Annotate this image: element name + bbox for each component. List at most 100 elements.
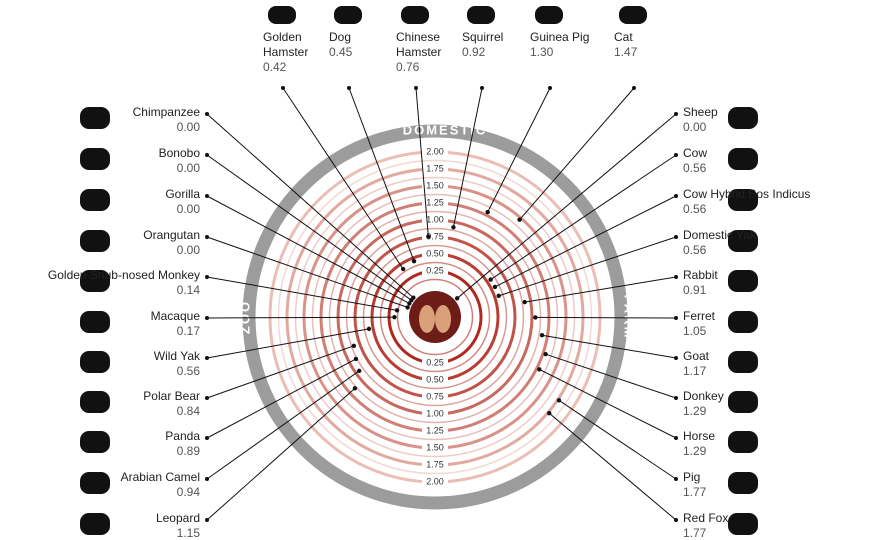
anchor-dot bbox=[205, 396, 209, 400]
tick-label-bg bbox=[422, 197, 448, 209]
animal-label: Guinea Pig 1.30 bbox=[530, 30, 594, 60]
leader-line bbox=[519, 87, 635, 220]
value-dot bbox=[426, 234, 431, 239]
animal-icon bbox=[728, 431, 758, 453]
value-dot bbox=[405, 305, 410, 310]
animal-name: Chimpanzee bbox=[132, 105, 200, 119]
value-label: 0.00 bbox=[176, 120, 200, 134]
animal-label: Sheep 0.00 bbox=[683, 105, 718, 135]
animal-label: Ferret 1.05 bbox=[683, 309, 715, 339]
anchor-dot bbox=[674, 275, 678, 279]
animal-label: Panda 0.89 bbox=[165, 429, 200, 459]
anchor-dot bbox=[414, 86, 418, 90]
anchor-dot bbox=[674, 153, 678, 157]
animal-label: Bonobo 0.00 bbox=[159, 146, 200, 176]
value-dot bbox=[496, 293, 501, 299]
animal-label: Cat 1.47 bbox=[614, 30, 678, 60]
anchor-dot bbox=[205, 356, 209, 360]
ring-tick-label: 0.50 bbox=[426, 374, 444, 384]
value-label: 0.14 bbox=[176, 283, 200, 297]
animal-label: Goat 1.17 bbox=[683, 349, 709, 379]
anchor-dot bbox=[205, 477, 209, 481]
animal-name: Chinese Hamster bbox=[396, 30, 442, 59]
animal-name: Polar Bear bbox=[143, 389, 200, 403]
value-label: 1.47 bbox=[614, 45, 638, 59]
leader-line bbox=[545, 353, 677, 399]
ring-tick-label: 0.25 bbox=[426, 265, 444, 275]
leader-line bbox=[456, 113, 677, 299]
ring-tick-label: 0.50 bbox=[426, 248, 444, 258]
animal-label: Arabian Camel 0.94 bbox=[121, 470, 200, 500]
leader-line bbox=[206, 370, 360, 480]
value-label: 1.30 bbox=[530, 45, 554, 59]
animal-label: Polar Bear 0.84 bbox=[143, 389, 200, 419]
ring-tick-label: 1.50 bbox=[426, 442, 444, 452]
leader-line bbox=[494, 195, 677, 288]
animal-icon bbox=[728, 391, 758, 413]
leader-line bbox=[282, 87, 404, 270]
animal-icon bbox=[467, 6, 495, 24]
anchor-dot bbox=[205, 316, 209, 320]
tick-label-bg bbox=[422, 391, 448, 403]
ring-tick-label: 1.00 bbox=[426, 408, 444, 418]
animal-label: Wild Yak 0.56 bbox=[154, 349, 200, 379]
value-label: 0.56 bbox=[683, 243, 707, 257]
ring-tick-label: 0.25 bbox=[426, 357, 444, 367]
anchor-dot bbox=[347, 86, 351, 90]
animal-label: Chinese Hamster 0.76 bbox=[396, 30, 460, 75]
animal-name: Cow bbox=[683, 146, 708, 160]
anchor-dot bbox=[548, 86, 552, 90]
animal-icon bbox=[728, 270, 758, 292]
ring-minor bbox=[294, 176, 576, 458]
tick-label-bg bbox=[422, 146, 448, 158]
animal-label: Horse 1.29 bbox=[683, 429, 715, 459]
anchor-dot bbox=[674, 436, 678, 440]
animal-name: Leopard bbox=[155, 511, 200, 525]
value-dot bbox=[352, 386, 358, 391]
animal-icon bbox=[728, 351, 758, 373]
animal-label: Golden Hamster 0.42 bbox=[263, 30, 327, 75]
animal-icon bbox=[401, 6, 429, 24]
value-dot bbox=[488, 277, 493, 282]
value-dot bbox=[394, 308, 400, 313]
animal-name: Pig bbox=[683, 470, 701, 484]
animal-name: Donkey bbox=[683, 389, 724, 403]
anchor-dot bbox=[205, 194, 209, 198]
animal-icon bbox=[80, 148, 110, 170]
animal-icon bbox=[728, 189, 758, 211]
value-label: 0.00 bbox=[176, 243, 200, 257]
animal-name: Golden Hamster bbox=[263, 30, 309, 59]
animal-label: Domestic Yak 0.56 bbox=[683, 228, 756, 258]
tick-label-bg bbox=[422, 442, 448, 454]
animal-name: Red Fox bbox=[683, 511, 729, 525]
anchor-dot bbox=[632, 86, 636, 90]
anchor-dot bbox=[480, 86, 484, 90]
animal-icon bbox=[80, 311, 110, 333]
leader-line bbox=[415, 87, 429, 237]
value-label: 1.77 bbox=[683, 485, 707, 499]
value-dot bbox=[351, 343, 357, 349]
value-dot bbox=[357, 368, 362, 374]
value-label: 0.94 bbox=[176, 485, 200, 499]
animal-name: Dog bbox=[329, 30, 352, 44]
animal-icon bbox=[80, 513, 110, 535]
ring-tick-label: 0.75 bbox=[426, 391, 444, 401]
anchor-dot bbox=[674, 396, 678, 400]
animal-icon bbox=[728, 472, 758, 494]
tick-label-bg bbox=[422, 214, 448, 226]
ring-tick-label: 1.75 bbox=[426, 459, 444, 469]
center bbox=[409, 291, 461, 343]
animal-name: Domestic Yak bbox=[683, 228, 756, 242]
leader-line bbox=[206, 316, 395, 319]
anchor-dot bbox=[674, 194, 678, 198]
animal-icon bbox=[619, 6, 647, 24]
animal-name: Arabian Camel bbox=[120, 470, 200, 484]
value-dot bbox=[533, 315, 538, 320]
ring-tick-label: 1.75 bbox=[426, 163, 444, 173]
animal-icon bbox=[728, 107, 758, 129]
value-label: 0.56 bbox=[683, 161, 707, 175]
value-dot bbox=[485, 209, 490, 215]
value-dot bbox=[409, 298, 414, 303]
animal-label: Orangutan 0.00 bbox=[143, 228, 200, 258]
tick-label-bg bbox=[422, 180, 448, 192]
